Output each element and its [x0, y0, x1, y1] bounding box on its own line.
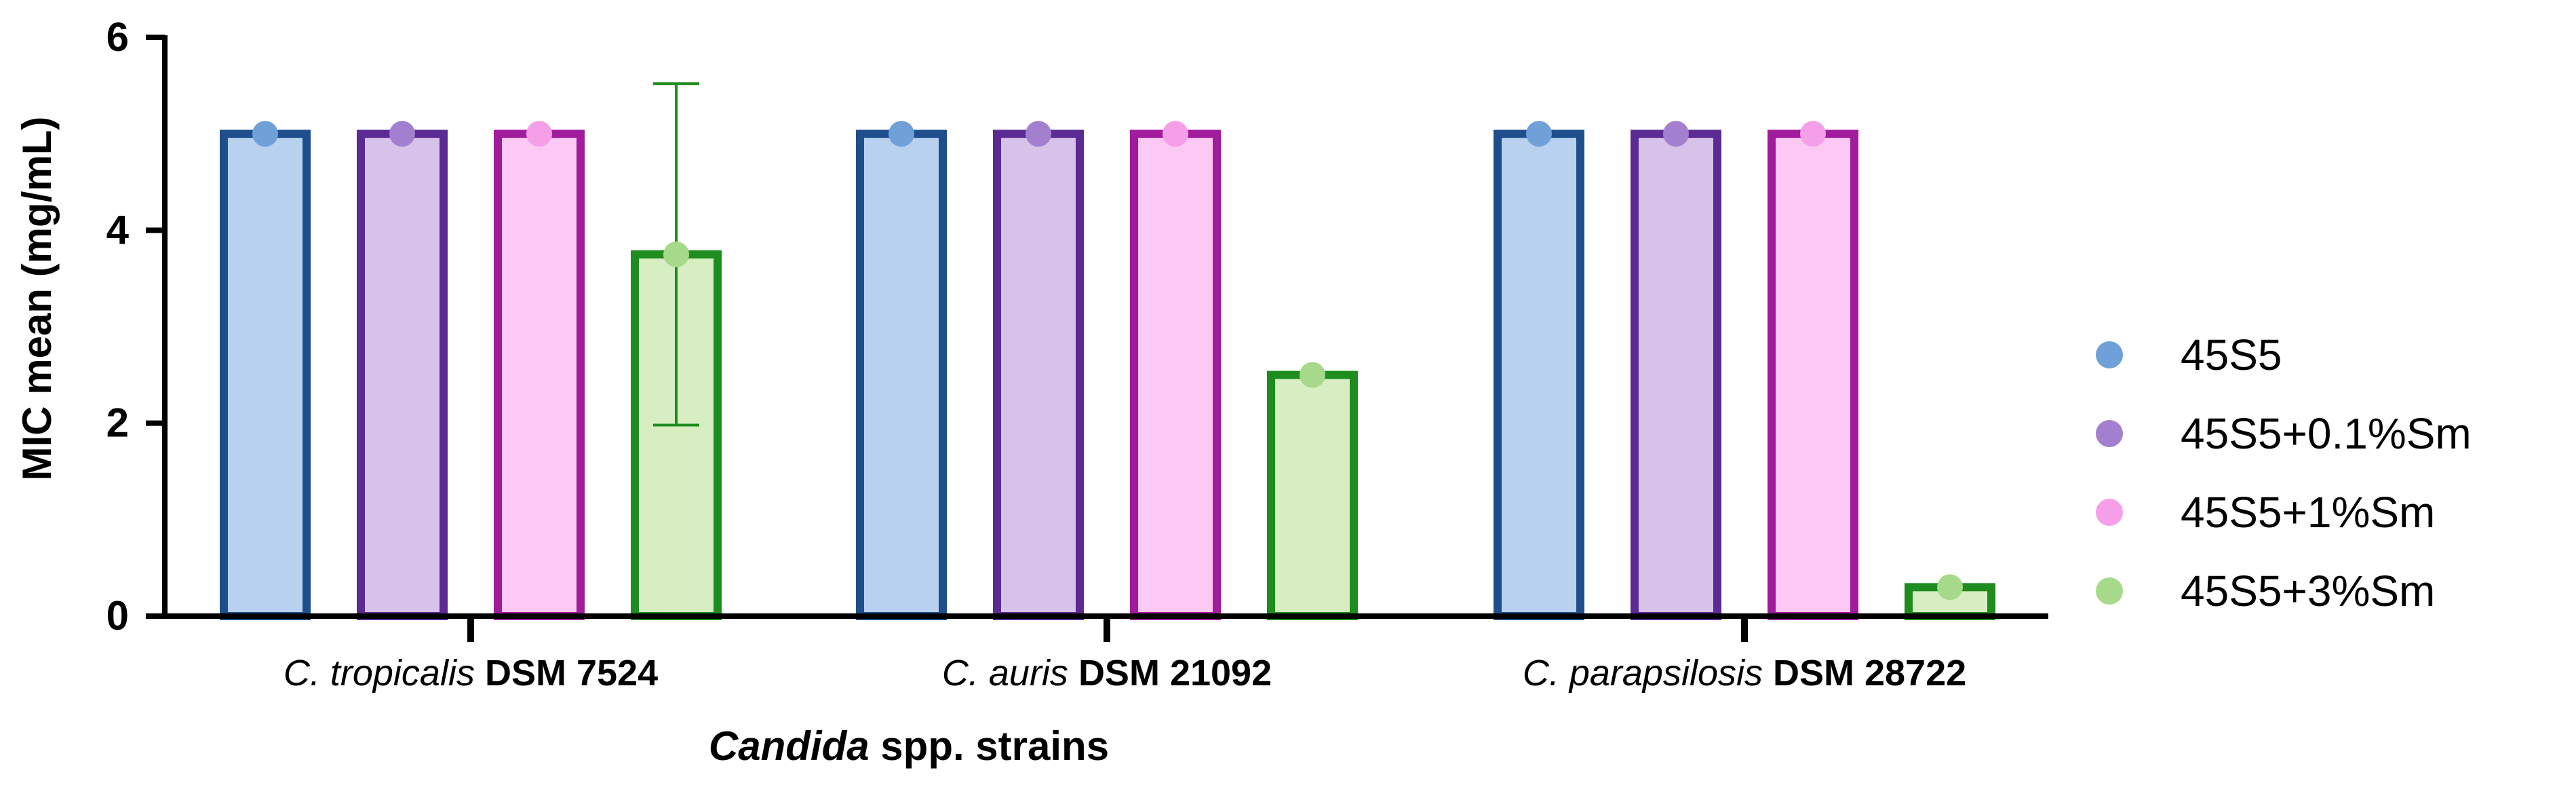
data-point [389, 121, 415, 147]
y-tick-label: 6 [106, 14, 129, 60]
legend-marker [2096, 577, 2123, 605]
legend-marker [2096, 341, 2123, 368]
data-point [1300, 362, 1325, 388]
data-point [1663, 121, 1689, 147]
bar [1130, 130, 1221, 620]
x-tick-label-bold: DSM 7524 [485, 653, 658, 693]
x-tick-label: C. auris DSM 21092 [942, 653, 1272, 693]
legend-label: 45S5+1%Sm [2181, 488, 2435, 537]
bar [1267, 370, 1358, 620]
data-point [526, 121, 552, 147]
x-axis-label: Candida spp. strains [709, 723, 1109, 769]
data-point [1026, 121, 1051, 147]
legend-label: 45S5+3%Sm [2181, 567, 2435, 615]
data-point [1937, 574, 1963, 601]
bar [1631, 130, 1721, 620]
legend-label: 45S5 [2181, 330, 2282, 379]
bar [1768, 130, 1858, 620]
y-tick-label: 4 [106, 207, 130, 252]
x-axis-label-italic: Candida [709, 723, 870, 769]
data-point [1800, 121, 1826, 147]
bar [856, 130, 947, 620]
x-tick-label-italic: C. parapsilosis [1523, 653, 1773, 693]
x-axis-label-rest: spp. strains [870, 723, 1109, 769]
legend-label: 45S5+0.1%Sm [2181, 409, 2472, 458]
bar [993, 130, 1084, 620]
y-axis-label: MIC mean (mg/mL) [14, 117, 60, 481]
data-point [1526, 121, 1552, 147]
bar [1494, 130, 1584, 620]
bar [220, 130, 311, 620]
x-tick-label: C. tropicalis DSM 7524 [284, 653, 658, 693]
x-tick-label: C. parapsilosis DSM 28722 [1523, 653, 1966, 693]
legend-marker [2096, 420, 2123, 447]
bar [494, 130, 585, 620]
y-tick-label: 2 [106, 400, 129, 446]
x-tick-label-italic: C. tropicalis [284, 653, 485, 693]
legend-marker [2096, 499, 2123, 526]
x-tick-label-bold: DSM 21092 [1078, 653, 1272, 693]
x-tick-label-bold: DSM 28722 [1773, 653, 1966, 693]
data-point [663, 241, 689, 267]
y-tick-label: 0 [106, 593, 129, 639]
data-point [1163, 121, 1188, 147]
x-tick-label-italic: C. auris [942, 653, 1078, 693]
bar [357, 130, 448, 620]
data-point [889, 121, 914, 147]
data-point [252, 121, 278, 147]
